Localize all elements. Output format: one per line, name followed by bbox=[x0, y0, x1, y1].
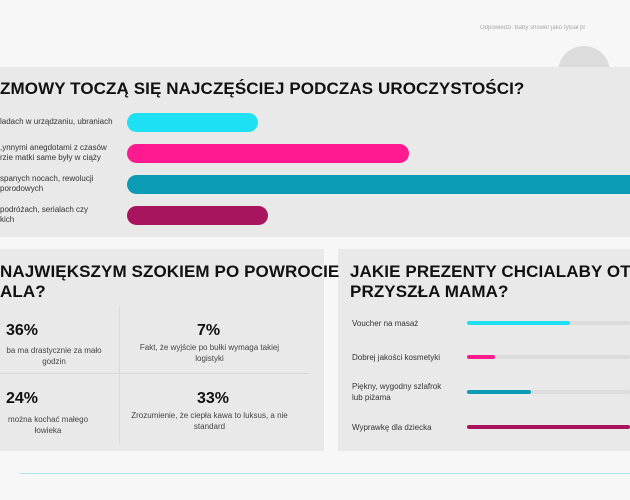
topic-label-1: ladach w urządzaniu, ubraniach bbox=[0, 110, 118, 134]
stat-label-1: ba ma drastycznie za mało godzin bbox=[0, 345, 108, 367]
topic-bar-4 bbox=[127, 205, 268, 225]
header-caption: Odpowiedzi: Baby shower jako rytuał pr bbox=[480, 25, 586, 31]
gift-bar-2 bbox=[467, 355, 495, 359]
gifts-title: JAKIE PREZENTY CHCIALABY OTRZ PRZYSZŁA M… bbox=[350, 262, 630, 302]
shock-title-line-2: ALA? bbox=[0, 282, 46, 301]
stat-label-3: można kochać małego łowieka bbox=[0, 414, 96, 436]
topic-bar-3 bbox=[127, 174, 630, 194]
stat-label-3-line-1: można kochać małego bbox=[7, 415, 89, 424]
stat-label-2-line-1: Fakt, że wyjście po bułki wymaga takiej bbox=[139, 343, 280, 352]
gift-track-4 bbox=[467, 425, 630, 429]
bottom-divider bbox=[20, 473, 630, 474]
shock-stats-panel bbox=[0, 249, 324, 451]
stat-label-4-line-2: standard bbox=[193, 422, 226, 431]
stat-value-2: 7% bbox=[197, 322, 221, 339]
topic-label-2-line-2: rzie matki same były w ciąży bbox=[0, 153, 101, 162]
gift-bar-3 bbox=[467, 390, 531, 394]
stat-label-2: Fakt, że wyjście po bułki wymaga takiej … bbox=[122, 342, 297, 364]
gift-label-3: Piękny, wygodny szlafrok lub piżama bbox=[352, 381, 441, 403]
topics-chart-title: ZMOWY TOCZĄ SIĘ NAJCZĘŚCIEJ PODCZAS UROC… bbox=[0, 79, 525, 98]
stat-label-1-line-2: godzin bbox=[42, 357, 66, 366]
topic-label-3: spanych nocach, rewolucji porodowych bbox=[0, 172, 118, 196]
gift-label-3-line-2: lub piżama bbox=[352, 393, 391, 402]
stat-label-4: Zrozumienie, że ciepła kawa to luksus, a… bbox=[122, 410, 297, 432]
topic-bar-2 bbox=[127, 143, 409, 163]
gift-label-4-line-1: Wyprawkę dla dziecka bbox=[352, 422, 432, 432]
gift-bar-4 bbox=[467, 425, 630, 429]
gift-bar-1 bbox=[467, 321, 570, 325]
shock-title-line-1: NAJWIĘKSZYM SZOKIEM PO POWROCIE bbox=[0, 262, 340, 281]
gift-label-1: Voucher na masaż bbox=[352, 318, 418, 329]
gift-label-2-line-1: Dobrej jakości kosmetyki bbox=[352, 352, 441, 362]
topic-label-4-line-1: podróżach, serialach czy bbox=[0, 205, 89, 214]
gift-track-2 bbox=[467, 355, 630, 359]
topic-label-4-line-2: kich bbox=[0, 215, 15, 224]
stat-label-2-line-2: logistyki bbox=[195, 354, 224, 363]
gift-label-3-line-1: Piękny, wygodny szlafrok bbox=[352, 382, 442, 391]
stat-label-3-line-2: łowieka bbox=[34, 426, 62, 435]
stat-label-4-line-1: Zrozumienie, że ciepła kawa to luksus, a… bbox=[131, 411, 288, 420]
gift-track-1 bbox=[467, 321, 630, 325]
gifts-title-line-1: JAKIE PREZENTY CHCIALABY OTRZ bbox=[350, 262, 630, 281]
stat-label-1-line-1: ba ma drastycznie za mało bbox=[6, 346, 102, 355]
topic-label-3-line-1: spanych nocach, rewolucji bbox=[0, 174, 94, 183]
gifts-panel bbox=[338, 249, 630, 451]
gift-label-4: Wyprawkę dla dziecka bbox=[352, 422, 432, 433]
gift-track-3 bbox=[467, 390, 630, 394]
topic-label-1-line-1: ladach w urządzaniu, ubraniach bbox=[0, 117, 113, 126]
topic-label-2-line-1: ynnymi anegdotami z czasów, bbox=[0, 143, 107, 152]
stats-divider-vertical bbox=[119, 307, 120, 443]
stats-divider-horizontal bbox=[0, 373, 310, 374]
gift-label-2: Dobrej jakości kosmetyki bbox=[352, 352, 440, 363]
topic-label-4: podróżach, serialach czy kich bbox=[0, 203, 118, 227]
stat-value-4: 33% bbox=[197, 390, 230, 407]
gifts-title-line-2: PRZYSZŁA MAMA? bbox=[350, 282, 509, 301]
topic-bar-1 bbox=[127, 112, 258, 132]
stat-value-3: 24% bbox=[6, 390, 39, 407]
topic-label-3-line-2: porodowych bbox=[0, 184, 44, 193]
shock-title: NAJWIĘKSZYM SZOKIEM PO POWROCIE ALA? bbox=[0, 262, 339, 302]
gift-label-1-line-1: Voucher na masaż bbox=[352, 318, 419, 328]
stat-value-1: 36% bbox=[6, 322, 39, 339]
topic-label-2: ynnymi anegdotami z czasów, rzie matki sa… bbox=[0, 141, 118, 165]
